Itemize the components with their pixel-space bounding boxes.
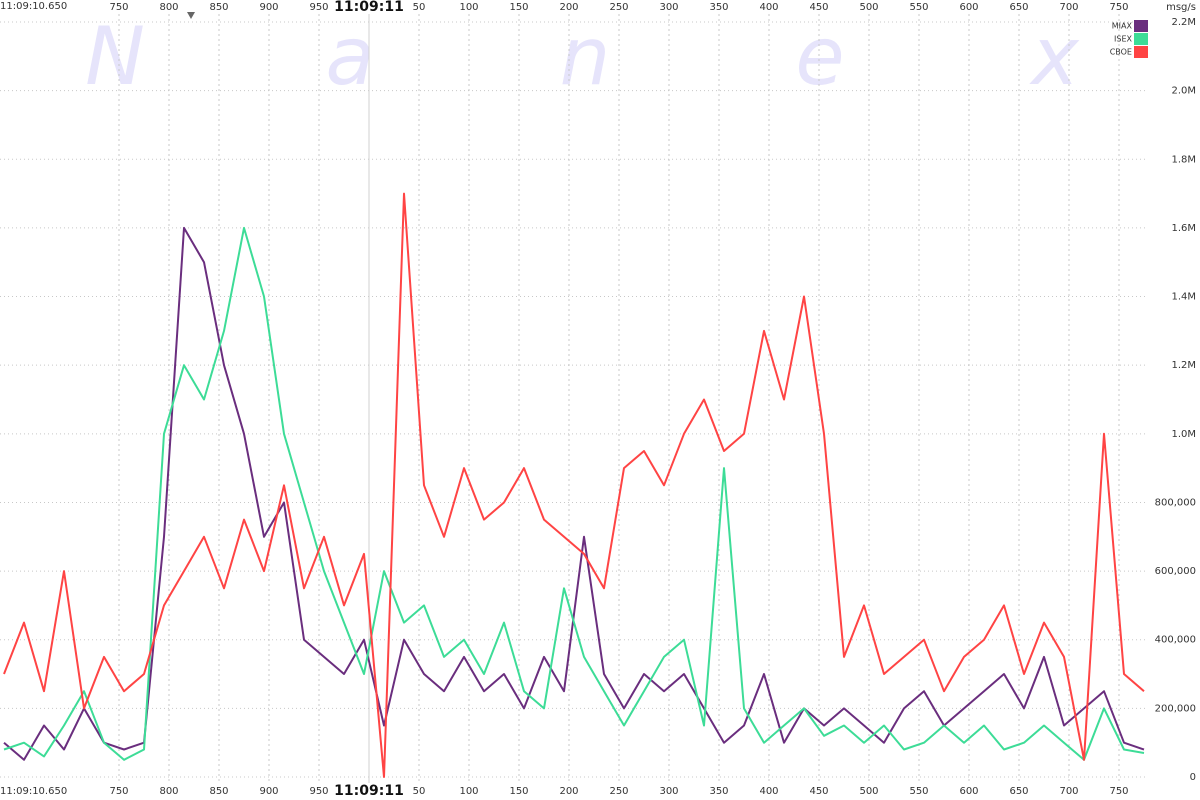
series-line <box>3 226 1145 761</box>
watermark-letter: n <box>560 10 611 103</box>
plot <box>3 192 1145 778</box>
series-line <box>3 192 1145 778</box>
y-tick-label: 1.8M <box>1171 154 1196 165</box>
y-tick-label: 1.6M <box>1171 223 1196 234</box>
x-tick-label: 650 <box>1009 786 1028 797</box>
watermark-letter: x <box>1028 10 1080 103</box>
x-tick-label: 950 <box>309 2 328 13</box>
y-tick-label: 400,000 <box>1155 635 1196 646</box>
x-tick-label: 250 <box>609 2 628 13</box>
legend-swatch <box>1134 20 1148 32</box>
x-tick-label: 500 <box>859 786 878 797</box>
x-tick-label: 300 <box>659 2 678 13</box>
legend-label: ISEX <box>1114 35 1132 44</box>
y-tick-label: 2.2M <box>1171 17 1196 28</box>
x-tick-label: 11:09:11 <box>334 0 404 15</box>
x-tick-label: 750 <box>1109 2 1128 13</box>
x-tick-label: 400 <box>759 786 778 797</box>
x-tick-label: 200 <box>559 786 578 797</box>
x-tick-label: 750 <box>1109 786 1128 797</box>
x-tick-label: 850 <box>209 2 228 13</box>
x-tick-label: 550 <box>909 2 928 13</box>
x-tick-label: 450 <box>809 2 828 13</box>
y-tick-label: 0 <box>1190 772 1196 783</box>
legend-swatch <box>1134 46 1148 58</box>
x-tick-label: 700 <box>1059 786 1078 797</box>
start-time: 11:09:10.650 <box>0 1 67 12</box>
x-tick-label: 450 <box>809 786 828 797</box>
x-tick-label: 650 <box>1009 2 1028 13</box>
x-tick-label: 350 <box>709 2 728 13</box>
y-tick-label: 600,000 <box>1155 566 1196 577</box>
x-tick-label: 600 <box>959 2 978 13</box>
y-tick-label: 800,000 <box>1155 497 1196 508</box>
watermark-letter: N <box>85 10 145 103</box>
x-tick-label: 50 <box>413 786 426 797</box>
x-tick-label: 200 <box>559 2 578 13</box>
x-tick-label: 800 <box>159 2 178 13</box>
start-time: 11:09:10.650 <box>0 786 67 797</box>
x-tick-label: 150 <box>509 786 528 797</box>
x-tick-label: 800 <box>159 786 178 797</box>
x-tick-label: 50 <box>413 2 426 13</box>
watermark-letter: a <box>325 10 374 103</box>
legend-swatch <box>1134 33 1148 45</box>
marker <box>187 12 195 19</box>
x-tick-label: 950 <box>309 786 328 797</box>
x-tick-label: 750 <box>109 786 128 797</box>
x-tick-label: 400 <box>759 2 778 13</box>
legend: MIAX ISEX CBOE <box>1110 20 1148 58</box>
legend-label: MIAX <box>1112 22 1133 31</box>
x-tick-label: 700 <box>1059 2 1078 13</box>
x-tick-label: 850 <box>209 786 228 797</box>
x-tick-label: 550 <box>909 786 928 797</box>
x-tick-label: 150 <box>509 2 528 13</box>
legend-label: CBOE <box>1110 48 1132 57</box>
x-tick-label: 100 <box>459 2 478 13</box>
x-tick-label: 350 <box>709 786 728 797</box>
y-tick-label: 2.0M <box>1171 86 1196 97</box>
series-line <box>3 226 1145 761</box>
watermark-letter: e <box>795 10 844 103</box>
x-tick-label: 750 <box>109 2 128 13</box>
x-tick-label: 250 <box>609 786 628 797</box>
x-tick-label: 500 <box>859 2 878 13</box>
x-tick-label: 900 <box>259 2 278 13</box>
x-tick-label: 11:09:11 <box>334 783 404 799</box>
x-tick-label: 600 <box>959 786 978 797</box>
y-tick-label: 200,000 <box>1155 703 1196 714</box>
x-tick-label: 900 <box>259 786 278 797</box>
y-tick-label: 1.2M <box>1171 360 1196 371</box>
x-tick-label: 100 <box>459 786 478 797</box>
y-axis-label: msg/s <box>1166 2 1196 13</box>
y-tick-label: 1.0M <box>1171 429 1196 440</box>
x-tick-label: 300 <box>659 786 678 797</box>
y-tick-label: 1.4M <box>1171 292 1196 303</box>
